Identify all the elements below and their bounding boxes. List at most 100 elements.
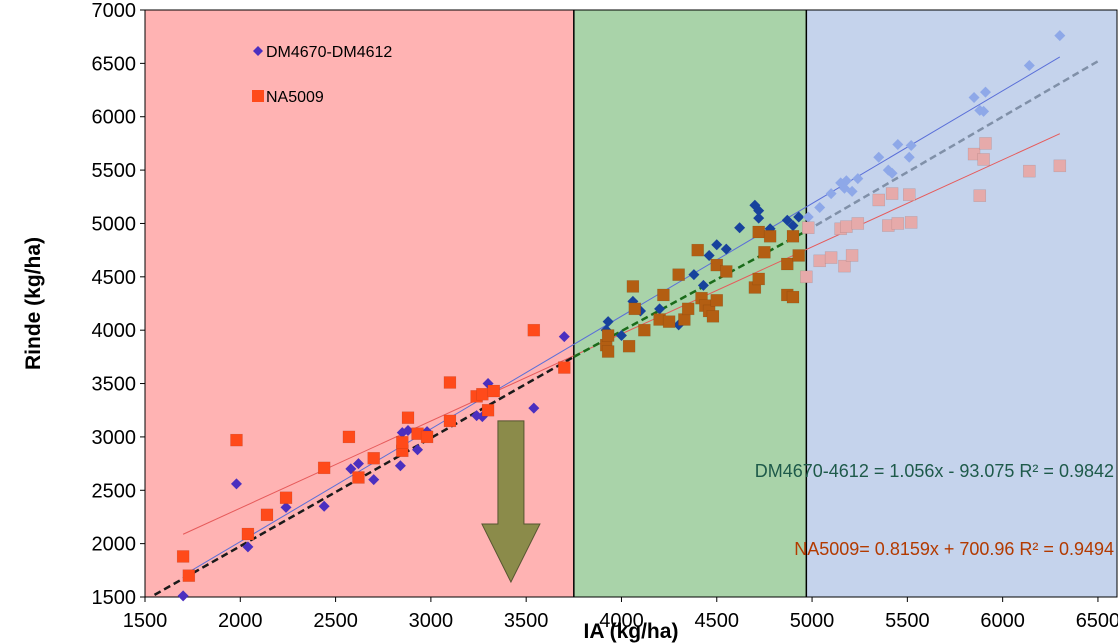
square-point <box>396 435 409 449</box>
square-point <box>720 265 733 278</box>
dashed-line-1 <box>153 355 575 596</box>
diamond-point <box>873 151 885 163</box>
square-point <box>657 288 670 302</box>
diamond-point <box>615 330 627 342</box>
legend-label: NA5009 <box>266 89 324 106</box>
square-point <box>786 290 800 304</box>
x-tick-label: 2000 <box>218 610 263 632</box>
diamond-point <box>840 175 852 187</box>
square-point <box>1023 164 1036 178</box>
diamond-point <box>394 460 406 472</box>
square-point <box>813 254 826 268</box>
diamond-point <box>886 167 898 179</box>
square-point <box>558 361 571 374</box>
diamond-point <box>558 331 570 343</box>
x-axis-title: IA (kg/ha) <box>584 620 679 643</box>
square-point <box>352 471 365 484</box>
x-tick-label: 4500 <box>695 610 740 632</box>
square-point <box>601 345 615 358</box>
square-point <box>628 302 642 316</box>
square-point <box>317 461 331 475</box>
square-point <box>973 189 987 202</box>
y-tick-label: 5000 <box>92 213 137 235</box>
legend-label: DM4670-DM4612 <box>266 44 392 61</box>
x-tick-label: 5500 <box>885 610 930 632</box>
diamond-point <box>1054 30 1066 42</box>
square-point <box>182 569 196 582</box>
square-point <box>786 230 800 243</box>
diamond-point <box>177 590 189 602</box>
square-point <box>851 217 865 230</box>
square-point <box>710 258 724 272</box>
square-point <box>176 550 190 563</box>
square-point <box>476 387 489 401</box>
diamond-point <box>852 173 864 185</box>
legend-marker-square <box>252 90 264 102</box>
x-tick-label: 1500 <box>123 610 168 632</box>
square-point <box>681 302 695 316</box>
square-point <box>241 527 255 541</box>
square-point <box>420 430 434 444</box>
diamond-point <box>402 425 414 437</box>
square-point <box>710 294 724 307</box>
diamond-point <box>688 269 700 281</box>
equations: DM4670-4612 = 1.056x - 93.075 R² = 0.984… <box>755 461 1114 559</box>
diamond-point <box>979 86 991 98</box>
x-tick-label: 3500 <box>504 610 549 632</box>
y-tick-label: 5500 <box>92 160 137 182</box>
diamond-point <box>528 402 540 414</box>
square-point <box>872 193 886 207</box>
square-point <box>601 329 615 342</box>
y-tick-label: 7000 <box>92 0 137 22</box>
square-point <box>342 430 356 444</box>
square-point <box>781 257 794 271</box>
diamond-point <box>753 212 765 224</box>
square-point <box>845 249 859 262</box>
diamond-point <box>846 185 858 197</box>
square-point <box>662 315 676 328</box>
diamond-point <box>703 249 715 261</box>
trendline-equation: DM4670-4612 = 1.056x - 93.075 R² = 0.984… <box>755 461 1114 481</box>
square-point <box>706 310 720 323</box>
legend: DM4670-DM4612 NA5009 <box>252 44 392 106</box>
square-point <box>678 313 691 326</box>
square-point <box>977 153 990 166</box>
square-point <box>800 270 813 284</box>
square-point <box>885 187 899 200</box>
y-tick-label: 2000 <box>92 534 137 556</box>
square-point <box>763 230 777 243</box>
diamond-point <box>654 303 666 315</box>
arrow-shape <box>481 420 541 584</box>
square-point <box>840 220 853 233</box>
square-point <box>758 246 771 259</box>
square-point <box>691 243 704 257</box>
square-point <box>891 217 905 230</box>
square-point <box>638 323 651 337</box>
square-point <box>260 508 274 522</box>
diamond-point <box>242 541 254 553</box>
diamond-point <box>892 138 904 150</box>
square-point <box>752 225 765 239</box>
square-point <box>487 384 501 398</box>
y-tick-label: 3500 <box>92 374 137 396</box>
y-tick-label: 3000 <box>92 427 137 449</box>
plot-frame <box>144 9 1118 598</box>
square-point <box>622 339 636 353</box>
diamond-point <box>697 279 709 291</box>
square-point <box>481 403 495 417</box>
y-axis-title: Rinde (kg/ha) <box>22 237 45 370</box>
y-tick-label: 4500 <box>92 267 137 289</box>
y-tick-label: 1500 <box>92 587 137 609</box>
trendline-equation: NA5009= 0.8159x + 700.96 R² = 0.9494 <box>794 539 1114 559</box>
diamond-point <box>280 501 292 513</box>
x-tick-label: 6000 <box>980 610 1025 632</box>
diamond-point <box>787 220 799 232</box>
diamond-point <box>814 201 826 213</box>
diamond-point <box>978 105 990 117</box>
square-point <box>824 251 838 264</box>
square-point <box>401 411 415 424</box>
diamond-point <box>318 500 330 512</box>
diamond-point <box>352 458 364 470</box>
square-point <box>979 137 992 150</box>
data-points <box>176 30 1067 602</box>
